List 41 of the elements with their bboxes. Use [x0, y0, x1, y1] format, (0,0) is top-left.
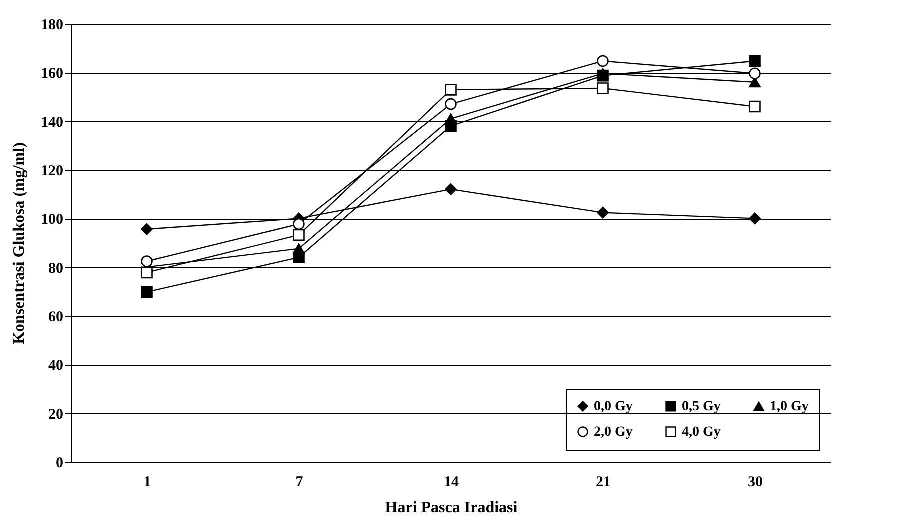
y-tick-label: 100	[41, 212, 64, 228]
point	[293, 218, 305, 230]
point	[445, 184, 457, 196]
y-tick-label: 80	[48, 260, 64, 277]
point	[749, 55, 761, 68]
point	[141, 266, 153, 279]
point	[597, 55, 609, 68]
y-tick-label: 0	[56, 456, 64, 472]
point	[749, 212, 761, 225]
point	[597, 68, 609, 79]
point	[293, 244, 305, 254]
y-tick-label: 140	[41, 114, 64, 131]
legend-label: 4,0 Gy	[682, 425, 721, 440]
x-tick-label: 14	[444, 474, 460, 490]
point	[445, 114, 457, 124]
y-tick-label: 60	[48, 310, 64, 326]
legend-label: 1,0 Gy	[770, 400, 809, 414]
point	[293, 229, 305, 242]
point	[141, 286, 153, 298]
point	[141, 223, 153, 236]
point	[445, 98, 457, 110]
x-tick-label: 30	[748, 474, 763, 490]
legend-label: 0,0 Gy	[594, 399, 633, 414]
point	[749, 100, 761, 113]
x-tick-label: 1	[144, 474, 152, 490]
point	[445, 84, 457, 96]
y-tick-label: 40	[48, 358, 64, 374]
y-tick-label: 120	[41, 164, 64, 180]
point	[749, 68, 761, 80]
y-axis-title: Konsentrasi Glukosa (mg/ml)	[11, 142, 28, 344]
point	[597, 206, 609, 219]
y-tick-label: 160	[41, 66, 64, 82]
legend-label: 2,0 Gy	[594, 425, 633, 440]
y-tick-label: 20	[48, 406, 64, 423]
x-tick-label: 7	[296, 474, 304, 490]
x-axis-title: Hari Pasca Iradiasi	[385, 500, 518, 516]
point	[597, 82, 609, 94]
x-tick-label: 21	[596, 474, 611, 490]
y-tick-label: 180	[41, 18, 64, 34]
point	[141, 256, 153, 268]
legend-label: 0,5 Gy	[682, 399, 721, 414]
